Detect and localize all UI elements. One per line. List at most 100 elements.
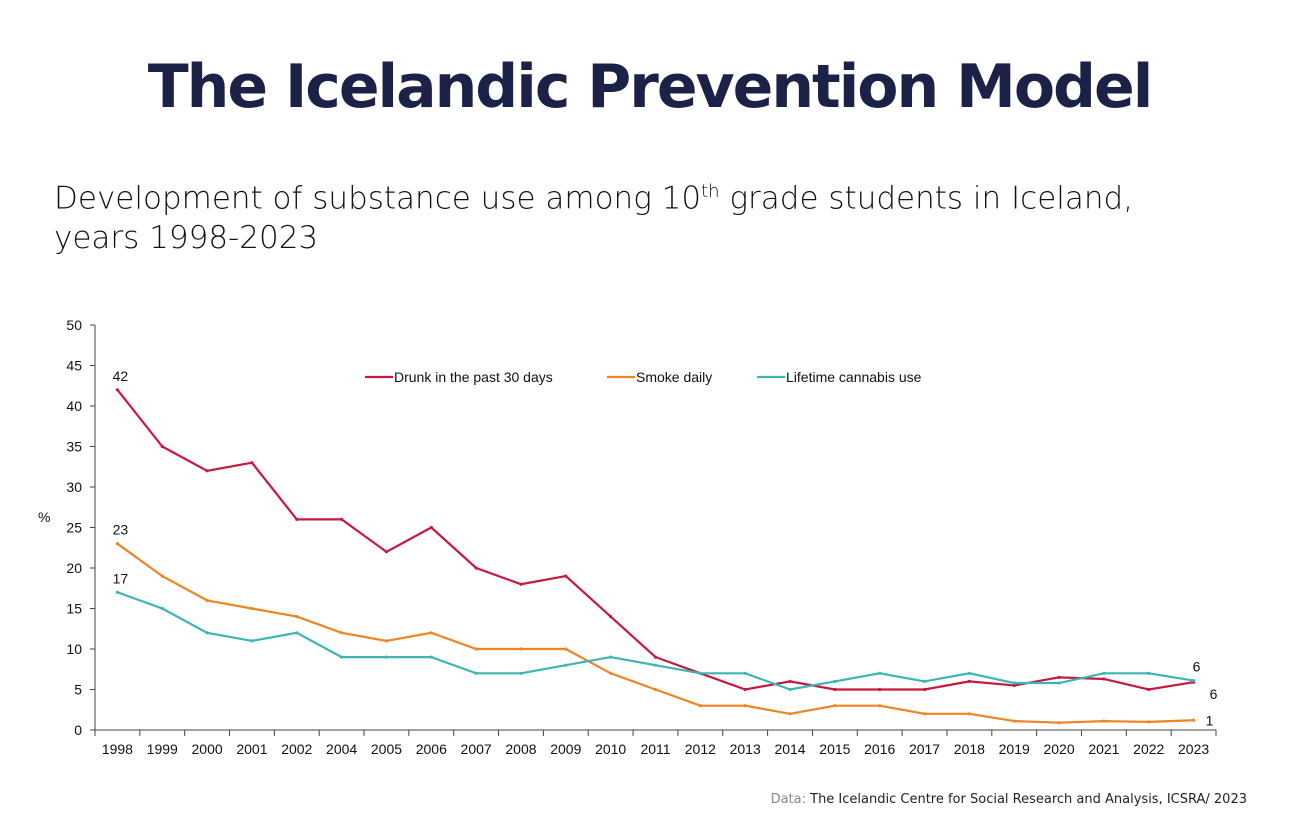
data-point bbox=[1147, 687, 1151, 692]
data-point bbox=[295, 517, 299, 522]
data-point bbox=[833, 679, 837, 684]
subtitle-text-cont: grade students in Iceland, bbox=[719, 180, 1134, 217]
data-point bbox=[878, 671, 882, 675]
x-tick-label: 1999 bbox=[147, 741, 178, 757]
data-point bbox=[967, 679, 971, 684]
y-tick-label: 30 bbox=[66, 479, 82, 495]
legend-label: Drunk in the past 30 days bbox=[394, 369, 553, 385]
data-point bbox=[429, 525, 433, 530]
data-point bbox=[698, 704, 702, 708]
data-point bbox=[922, 712, 927, 716]
x-tick-label: 2016 bbox=[864, 741, 895, 757]
data-point bbox=[340, 655, 344, 659]
x-tick-label: 2015 bbox=[819, 741, 850, 757]
x-tick-label: 2012 bbox=[685, 741, 716, 757]
y-tick-label: 15 bbox=[66, 601, 82, 617]
data-point bbox=[609, 671, 613, 675]
data-point bbox=[878, 687, 882, 692]
x-tick-label: 2009 bbox=[550, 741, 581, 757]
y-tick-label: 35 bbox=[66, 439, 82, 455]
data-point bbox=[1147, 671, 1151, 675]
data-point bbox=[205, 598, 209, 603]
x-tick-label: 2004 bbox=[326, 741, 357, 757]
data-point bbox=[1102, 719, 1106, 723]
y-tick-label: 20 bbox=[66, 560, 82, 576]
data-point bbox=[295, 615, 299, 619]
x-tick-label: 2021 bbox=[1088, 741, 1119, 757]
source-text: The Icelandic Centre for Social Research… bbox=[810, 792, 1247, 807]
data-point bbox=[653, 687, 658, 692]
data-point bbox=[250, 639, 254, 643]
data-point bbox=[205, 631, 209, 635]
legend-label: Lifetime cannabis use bbox=[786, 369, 922, 385]
chart-subtitle: Development of substance use among 10th … bbox=[54, 172, 1133, 258]
data-point bbox=[833, 687, 837, 692]
data-point bbox=[922, 679, 927, 684]
data-point bbox=[1102, 671, 1106, 675]
data-point bbox=[1057, 675, 1061, 679]
x-tick-label: 2005 bbox=[371, 741, 402, 757]
data-point bbox=[653, 663, 658, 667]
source-note: Data: The Icelandic Centre for Social Re… bbox=[771, 792, 1247, 807]
data-point bbox=[474, 647, 478, 651]
x-tick-label: 2023 bbox=[1178, 741, 1209, 757]
series-line-0 bbox=[116, 389, 1194, 691]
y-tick-label: 25 bbox=[66, 520, 82, 536]
x-tick-label: 2008 bbox=[505, 741, 536, 757]
data-point bbox=[833, 704, 837, 708]
data-point bbox=[474, 566, 478, 570]
data-point bbox=[340, 517, 344, 522]
data-point bbox=[160, 574, 164, 578]
data-point bbox=[1147, 720, 1151, 724]
data-point bbox=[250, 606, 254, 611]
data-point bbox=[743, 687, 747, 692]
data-point bbox=[250, 461, 254, 465]
data-point bbox=[878, 704, 882, 708]
data-point bbox=[1057, 721, 1061, 725]
subtitle-years: years 1998-2023 bbox=[54, 220, 319, 257]
x-tick-label: 2002 bbox=[281, 741, 312, 757]
data-point bbox=[115, 590, 120, 594]
data-point bbox=[743, 704, 747, 708]
data-point bbox=[788, 687, 792, 692]
data-point bbox=[115, 388, 120, 392]
data-point bbox=[384, 655, 389, 659]
series-line-1 bbox=[116, 542, 1194, 724]
y-tick-label: 10 bbox=[66, 641, 82, 657]
data-point bbox=[967, 712, 971, 716]
x-tick-label: 2020 bbox=[1043, 741, 1074, 757]
x-tick-label: 2013 bbox=[730, 741, 761, 757]
data-point bbox=[519, 671, 523, 675]
end-value-label: 6 bbox=[1193, 659, 1201, 675]
y-axis-label: % bbox=[38, 509, 50, 525]
x-tick-label: 2010 bbox=[595, 741, 626, 757]
series-line-2 bbox=[117, 591, 1194, 691]
data-point bbox=[295, 631, 299, 635]
data-point bbox=[115, 542, 120, 546]
y-tick-label: 50 bbox=[66, 317, 82, 333]
data-point bbox=[160, 606, 164, 611]
x-tick-label: 2001 bbox=[236, 741, 267, 757]
data-point bbox=[1012, 683, 1016, 688]
data-point bbox=[519, 582, 523, 586]
start-value-label: 42 bbox=[113, 368, 129, 384]
x-tick-label: 2014 bbox=[774, 741, 805, 757]
data-point bbox=[564, 647, 568, 651]
data-point bbox=[519, 647, 523, 651]
x-tick-label: 2000 bbox=[192, 741, 223, 757]
start-value-label: 17 bbox=[113, 570, 129, 586]
data-point bbox=[564, 663, 568, 667]
data-point bbox=[1191, 678, 1196, 683]
x-tick-label: 2019 bbox=[999, 741, 1030, 757]
start-value-label: 23 bbox=[113, 522, 129, 538]
data-point bbox=[609, 615, 613, 619]
data-point bbox=[609, 655, 613, 659]
data-point bbox=[788, 679, 792, 684]
data-point bbox=[474, 671, 478, 675]
data-point bbox=[160, 444, 164, 449]
data-point bbox=[429, 655, 433, 659]
data-point bbox=[1012, 719, 1016, 723]
data-point bbox=[1191, 718, 1196, 722]
y-tick-label: 40 bbox=[66, 398, 82, 414]
page-title: The Icelandic Prevention Model bbox=[147, 52, 1154, 122]
